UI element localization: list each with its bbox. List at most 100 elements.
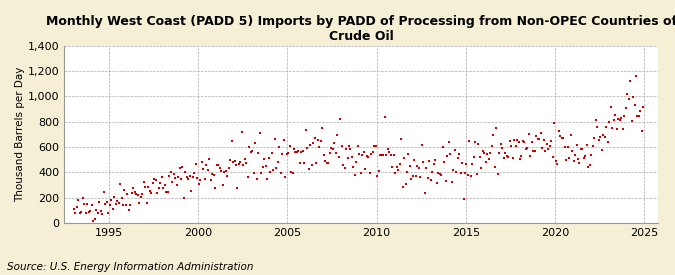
Point xyxy=(304,166,315,171)
Point xyxy=(475,155,485,159)
Point xyxy=(535,131,546,135)
Point xyxy=(324,151,335,156)
Point xyxy=(306,163,317,168)
Point xyxy=(408,174,418,178)
Point xyxy=(452,156,463,160)
Point xyxy=(583,165,594,169)
Point xyxy=(363,155,374,160)
Point xyxy=(161,190,171,194)
Point xyxy=(192,176,202,181)
Point xyxy=(256,170,267,175)
Point xyxy=(289,147,300,151)
Point xyxy=(354,152,364,156)
Point xyxy=(182,175,192,179)
Point xyxy=(100,202,111,207)
Point xyxy=(115,182,126,186)
Point xyxy=(268,168,279,172)
Point xyxy=(202,168,213,172)
Point xyxy=(617,126,628,131)
Text: Source: U.S. Energy Information Administration: Source: U.S. Energy Information Administ… xyxy=(7,262,253,272)
Point xyxy=(346,154,357,159)
Point xyxy=(168,171,179,176)
Point xyxy=(339,166,350,170)
Point xyxy=(327,147,338,152)
Point xyxy=(494,151,505,155)
Point xyxy=(155,180,165,185)
Point xyxy=(477,149,488,153)
Point xyxy=(313,138,323,142)
Point xyxy=(79,201,90,206)
Point xyxy=(427,170,437,174)
Point xyxy=(207,172,217,177)
Point xyxy=(550,159,561,163)
Point xyxy=(171,183,182,188)
Point xyxy=(231,163,242,167)
Point xyxy=(564,155,574,160)
Point xyxy=(547,154,558,159)
Point xyxy=(373,169,384,173)
Point xyxy=(473,142,484,146)
Point xyxy=(254,130,265,135)
Point xyxy=(624,79,635,84)
Point xyxy=(599,135,610,139)
Point xyxy=(169,176,180,180)
Point xyxy=(416,143,427,147)
Point xyxy=(156,175,167,180)
Point xyxy=(468,155,479,160)
Point xyxy=(217,183,228,188)
Point xyxy=(526,140,537,145)
Point xyxy=(247,149,258,154)
Point xyxy=(430,158,441,162)
Title: Monthly West Coast (PADD 5) Imports by PADD of Processing from Non-OPEC Countrie: Monthly West Coast (PADD 5) Imports by P… xyxy=(46,15,675,43)
Point xyxy=(84,209,95,214)
Point xyxy=(311,161,322,165)
Point xyxy=(125,203,136,207)
Point xyxy=(103,210,113,215)
Point xyxy=(335,117,346,122)
Point xyxy=(109,195,119,199)
Point xyxy=(628,95,639,99)
Point xyxy=(572,157,583,161)
Point xyxy=(488,133,499,137)
Point xyxy=(319,153,329,157)
Point xyxy=(137,192,148,197)
Point xyxy=(504,138,515,143)
Point xyxy=(375,152,385,157)
Point xyxy=(608,118,619,122)
Point xyxy=(598,132,609,137)
Point xyxy=(356,170,367,175)
Point xyxy=(134,201,144,205)
Point xyxy=(259,156,269,161)
Point xyxy=(546,138,557,143)
Point xyxy=(179,196,190,200)
Point xyxy=(351,160,362,164)
Point xyxy=(467,162,478,166)
Point xyxy=(271,166,281,170)
Point xyxy=(384,149,395,154)
Point xyxy=(512,138,522,143)
Point xyxy=(299,161,310,165)
Point xyxy=(361,153,372,158)
Point xyxy=(514,157,525,161)
Point xyxy=(111,199,122,204)
Point xyxy=(352,143,363,148)
Point xyxy=(635,109,646,113)
Point xyxy=(190,161,201,166)
Point xyxy=(414,166,425,170)
Point xyxy=(82,202,92,207)
Point xyxy=(516,154,527,158)
Point xyxy=(235,160,246,165)
Point xyxy=(104,203,115,208)
Point xyxy=(544,144,555,148)
Point xyxy=(367,150,378,154)
Point xyxy=(174,166,185,170)
Point xyxy=(456,161,467,165)
Point xyxy=(445,152,456,156)
Point xyxy=(412,164,423,168)
Point xyxy=(593,138,604,142)
Point xyxy=(556,136,567,140)
Point xyxy=(619,114,630,119)
Point xyxy=(522,145,533,150)
Point xyxy=(387,164,398,169)
Point xyxy=(221,174,232,178)
